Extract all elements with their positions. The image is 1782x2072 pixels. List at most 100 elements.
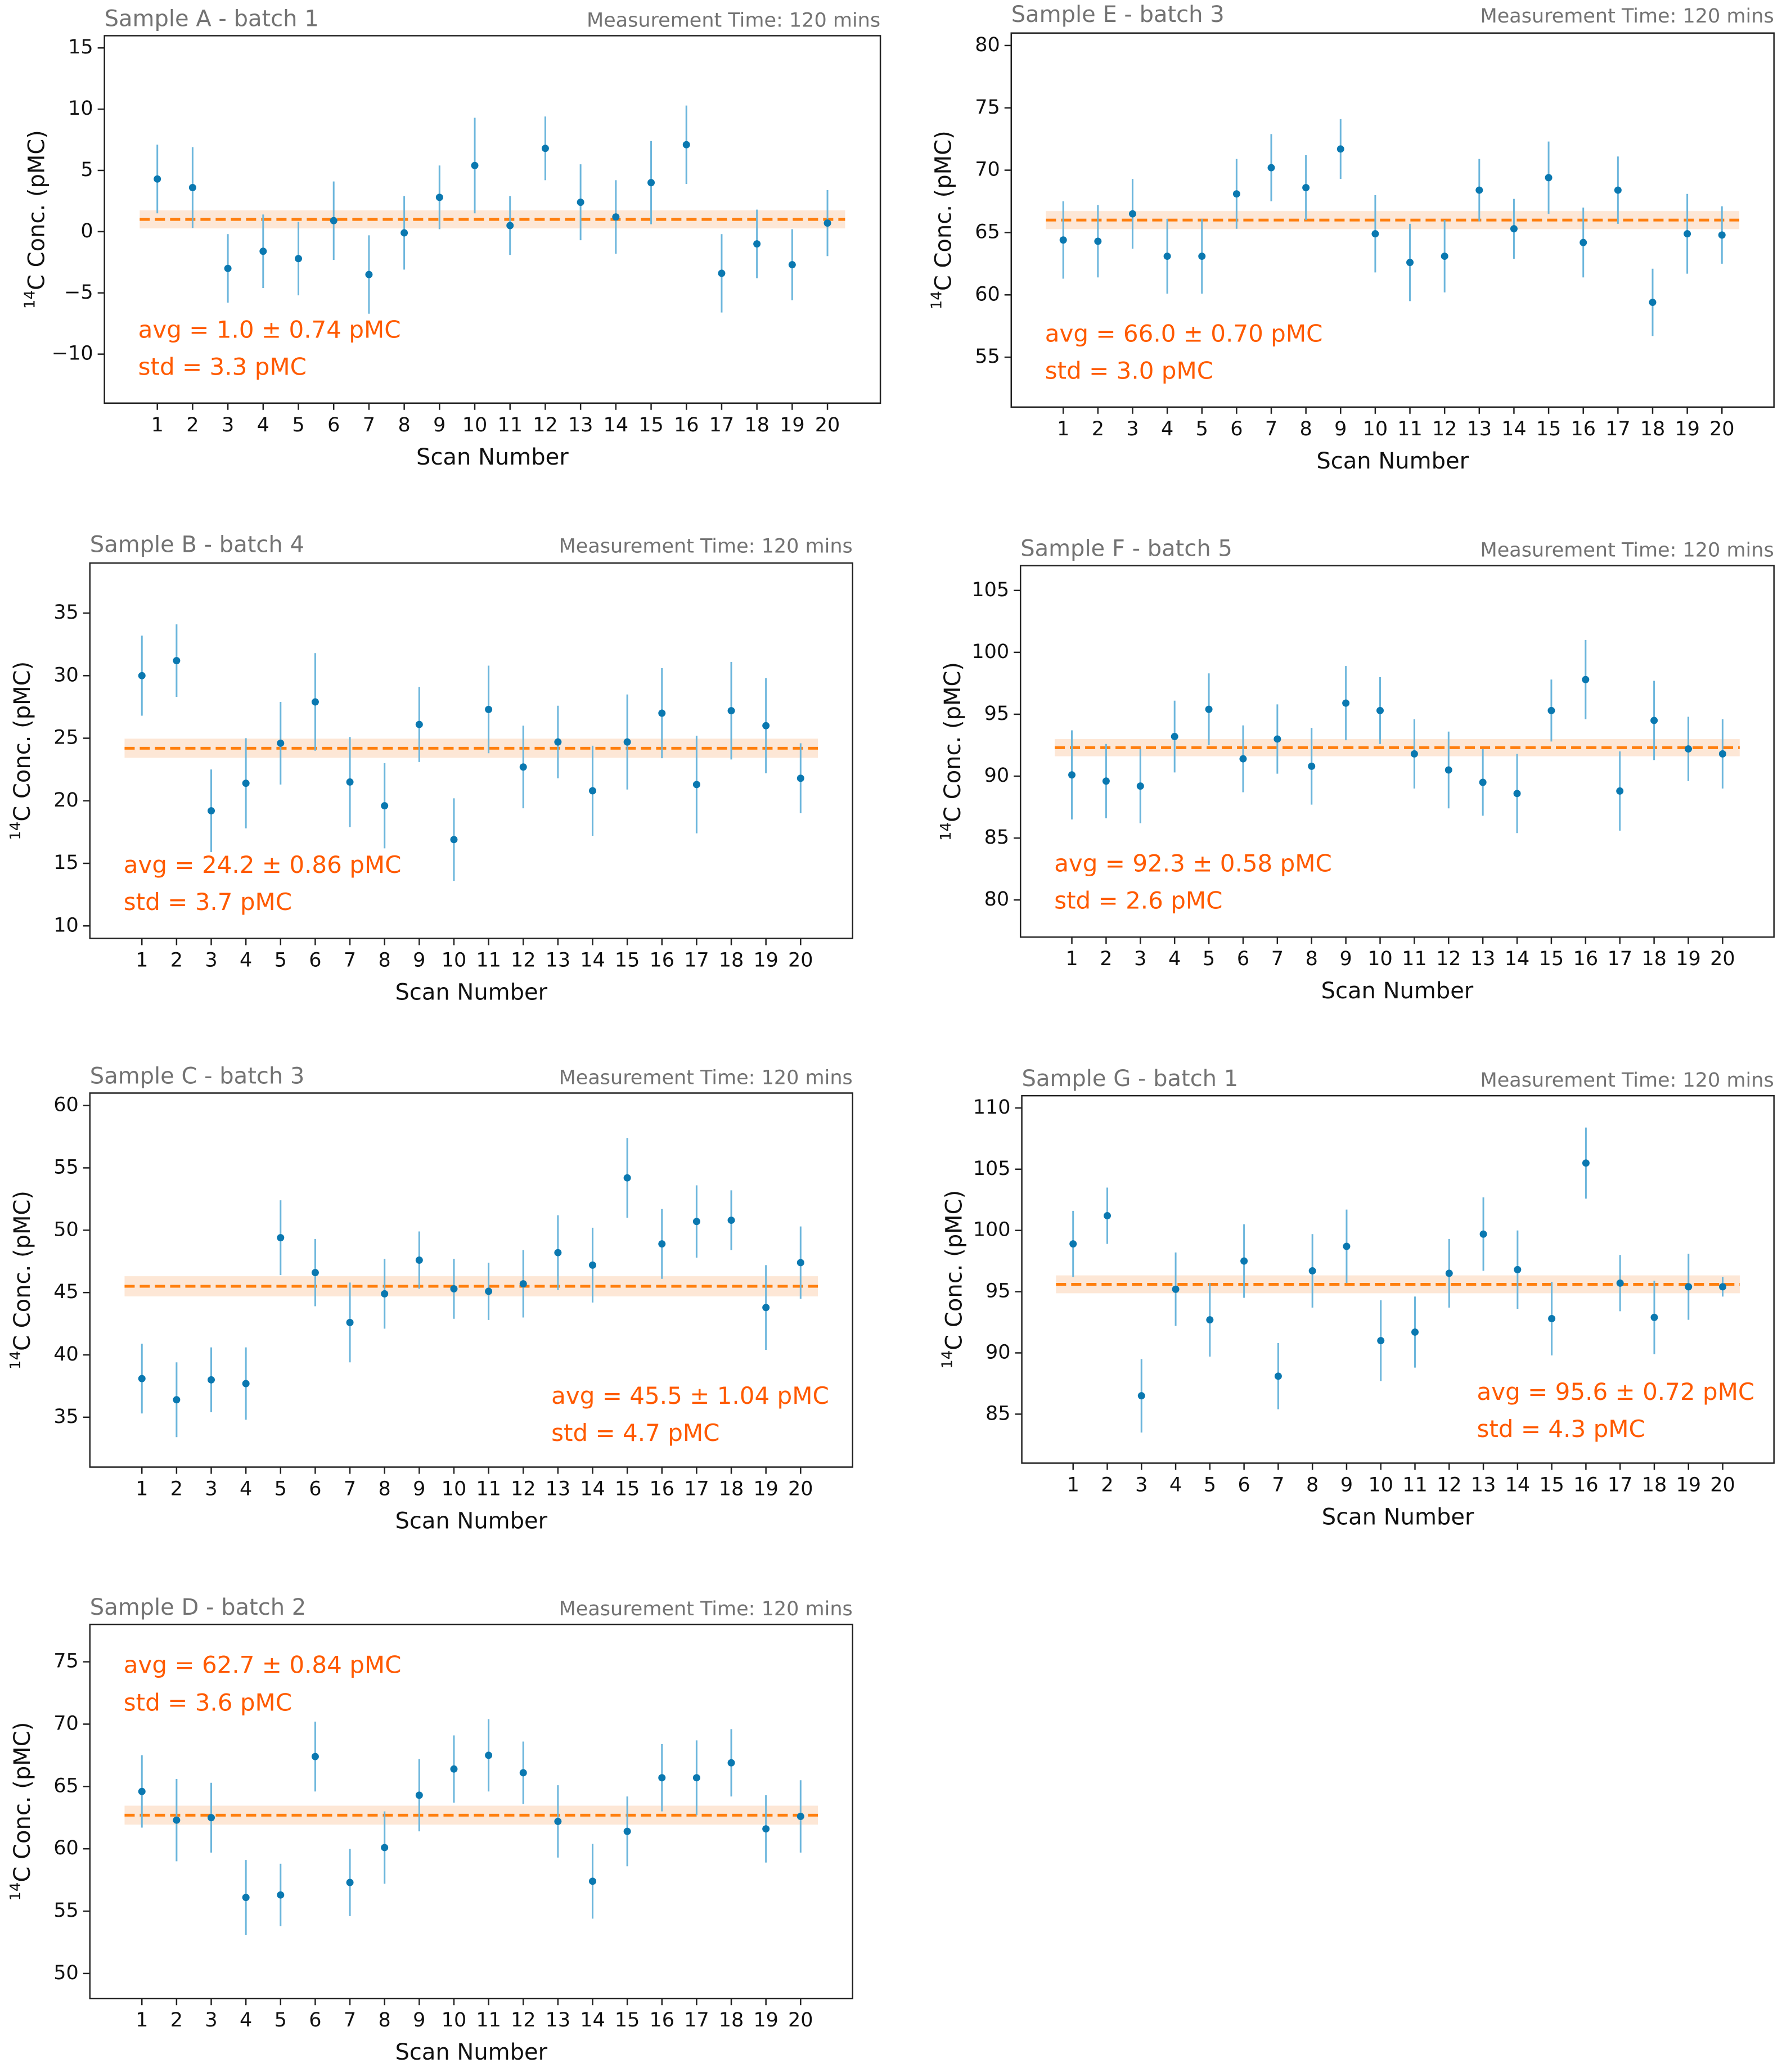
x-tick-label: 12 [511,2009,536,2032]
data-point [138,1375,146,1382]
x-tick-label: 14 [580,2009,605,2032]
y-axis-label: 14C Conc. (pMC) [928,130,957,309]
data-point [1410,750,1418,758]
data-point [1069,1240,1077,1248]
x-tick-label: 3 [1134,948,1146,970]
data-point [1102,777,1110,785]
y-axis-label-superscript: 14 [938,822,955,841]
data-point [1172,1285,1180,1293]
panel-sample-b: Sample B - batch 4 Measurement Time: 120 … [7,532,853,1006]
panel-title: Sample C - batch 3 [90,1063,305,1089]
y-tick-label: 70 [53,1712,79,1735]
std-annotation: std = 3.3 pMC [138,353,307,380]
data-point [346,1879,354,1886]
y-axis-label-superscript: 14 [939,1350,956,1369]
data-point [1684,745,1692,753]
data-point [435,193,443,201]
x-tick-label: 5 [1203,948,1215,970]
data-point [381,1844,389,1852]
data-point [208,1814,215,1822]
data-point [577,199,584,206]
data-point [1548,1314,1556,1322]
data-point [1336,145,1344,153]
panel-title: Sample G - batch 1 [1022,1066,1239,1092]
data-point [1240,1257,1248,1265]
data-point [554,1249,562,1256]
std-annotation: std = 3.6 pMC [124,1689,292,1717]
x-tick-label: 7 [344,2009,356,2032]
data-point [1239,755,1247,763]
x-tick-label: 6 [1230,418,1243,440]
x-tick-label: 4 [1161,418,1173,440]
data-point [1510,225,1518,233]
data-point [311,698,319,706]
data-point [506,222,514,229]
y-tick-label: 90 [984,764,1010,787]
data-point [1650,717,1658,724]
std-annotation: std = 3.0 pMC [1045,357,1213,384]
x-tick-label: 15 [615,949,640,972]
x-tick-label: 14 [604,414,629,436]
data-point [1614,186,1622,194]
x-tick-label: 3 [205,2009,217,2032]
std-annotation: std = 4.3 pMC [1477,1415,1645,1443]
y-tick-label: 10 [68,97,93,120]
x-axis-label: Scan Number [1322,1504,1474,1530]
x-tick-label: 14 [580,949,605,972]
x-tick-label: 18 [1640,418,1666,440]
x-tick-label: 1 [1057,418,1069,440]
x-tick-label: 14 [1505,1474,1531,1496]
x-tick-label: 1 [1065,948,1078,970]
y-tick-label: 15 [68,36,93,58]
data-point [173,657,181,665]
data-point [718,269,726,277]
data-point [208,807,215,815]
data-point [381,1290,389,1298]
axes-frame [1021,1094,1775,1464]
x-tick-label: 8 [379,1478,391,1501]
data-point [1171,733,1178,741]
data-point [1274,1372,1282,1380]
measurement-time-label: Measurement Time: 120 mins [559,535,853,558]
data-point [1308,762,1316,770]
x-tick-label: 8 [379,949,391,972]
uncertainty-band [124,738,818,758]
data-point [1267,164,1275,172]
x-tick-label: 20 [815,414,840,436]
panel-sample-e: Sample E - batch 3 Measurement Time: 120 … [928,2,1775,474]
x-tick-label: 10 [1363,418,1388,440]
data-point [1718,231,1726,239]
x-tick-label: 17 [684,2009,709,2032]
y-tick-label: 35 [53,1406,79,1428]
y-tick-label: 90 [986,1341,1011,1363]
data-point [208,1376,215,1384]
x-axis-label: Scan Number [395,980,547,1006]
data-point [277,739,285,747]
x-tick-label: 3 [205,949,217,972]
measurement-time-label: Measurement Time: 120 mins [559,1066,853,1089]
y-axis-label: 14C Conc. (pMC) [7,661,35,840]
x-tick-label: 19 [753,1478,778,1501]
x-tick-label: 2 [170,1478,183,1501]
data-point [1103,1212,1111,1220]
x-axis-label: Scan Number [416,444,569,470]
std-annotation: std = 3.7 pMC [124,888,292,916]
axes-frame [89,562,853,939]
data-point [1136,782,1144,790]
uncertainty-band [124,1805,818,1825]
x-tick-label: 17 [1608,1474,1633,1496]
data-point [588,1261,596,1269]
x-tick-label: 19 [753,2009,778,2032]
y-tick-label: −5 [64,281,93,304]
x-tick-label: 3 [222,414,234,436]
panel-sample-a: Sample A - batch 1 Measurement Time: 120 … [21,6,881,470]
y-tick-label: 85 [986,1402,1011,1425]
data-point [727,707,735,715]
data-point [173,1396,181,1404]
x-tick-label: 9 [1339,948,1352,970]
data-point [1475,186,1483,194]
y-tick-label: 50 [53,1962,79,1984]
data-point [727,1217,735,1224]
data-point [1580,238,1587,246]
